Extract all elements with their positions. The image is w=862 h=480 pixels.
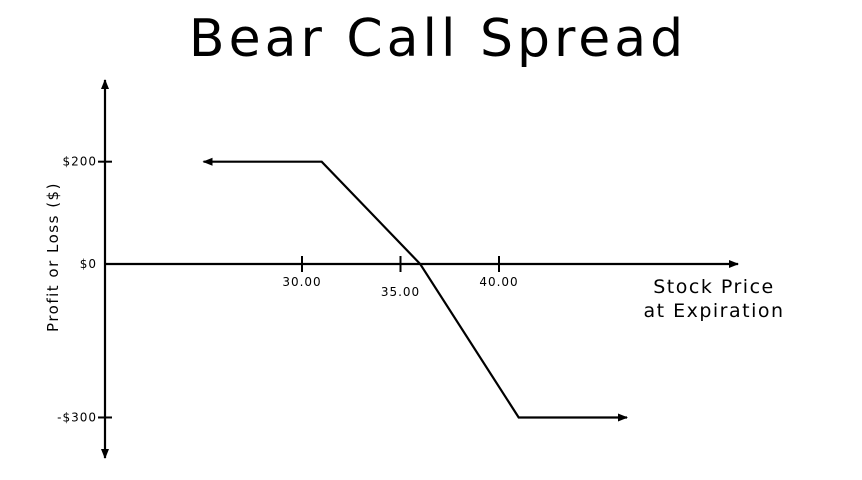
x-tick-label-2: 40.00: [479, 275, 518, 289]
x-axis-label-line-1: Stock Price: [653, 276, 774, 298]
y-axis-label: Profit or Loss ($): [44, 182, 62, 332]
y-tick-label-1: $0: [80, 257, 97, 271]
y-tick-label-0: $200: [62, 155, 97, 169]
x-tick-label-1: 35.00: [381, 285, 420, 299]
payoff-line: [202, 157, 628, 422]
y-tick-label-2: -$300: [57, 410, 97, 424]
x-ticks: 30.00 35.00 40.00: [282, 256, 518, 299]
y-ticks: $200 $0 -$300: [57, 155, 112, 424]
x-tick-label-0: 30.00: [282, 275, 321, 289]
chart-title: Bear Call Spread: [189, 9, 687, 69]
x-axis-label-line-2: at Expiration: [643, 300, 784, 322]
